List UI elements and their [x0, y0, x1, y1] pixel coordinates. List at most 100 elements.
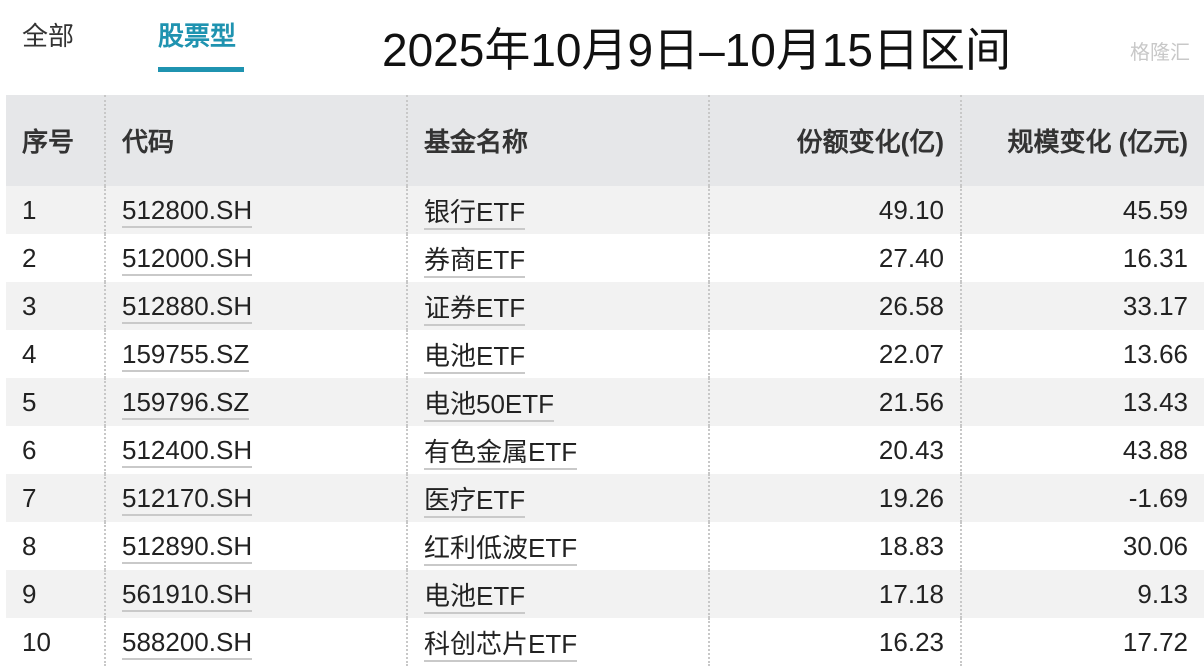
fund-code-link[interactable]: 512890.SH [122, 530, 253, 564]
tab-stock-type[interactable]: 股票型 [158, 21, 237, 51]
fund-name-link[interactable]: 电池50ETF [424, 388, 555, 422]
fund-code-link-cell: 512890.SH [104, 522, 407, 570]
share-change: 18.83 [878, 530, 944, 561]
header-scale-change: 规模变化 (亿元) [960, 95, 1204, 186]
fund-name-link-cell: 证券ETF [406, 282, 709, 330]
fund-name-link[interactable]: 电池ETF [424, 340, 526, 374]
fund-code-link[interactable]: 512000.SH [122, 242, 253, 276]
row-index: 8 [22, 530, 37, 561]
fund-code-link[interactable]: 561910.SH [122, 578, 253, 612]
fund-name-link[interactable]: 券商ETF [424, 244, 526, 278]
scale-change-cell: 17.72 [960, 618, 1204, 666]
share-change: 16.23 [878, 626, 944, 657]
scale-change-cell: -1.69 [960, 474, 1204, 522]
fund-name-link-cell: 电池ETF [406, 570, 709, 618]
fund-code-link[interactable]: 159796.SZ [122, 386, 250, 420]
fund-name-link[interactable]: 科创芯片ETF [424, 628, 578, 662]
scale-change-cell: 30.06 [960, 522, 1204, 570]
watermark-logo: 格隆汇 [1130, 42, 1190, 64]
fund-name-link-cell: 银行ETF [406, 186, 709, 234]
row-index-cell: 6 [6, 426, 105, 474]
table-row: 4 159755.SZ 电池ETF 22.07 13.66 [6, 330, 1204, 378]
header-code: 代码 [104, 95, 407, 186]
row-index: 1 [22, 194, 37, 225]
fund-code-link-cell: 512880.SH [104, 282, 407, 330]
row-index-cell: 2 [6, 234, 105, 282]
fund-code-link[interactable]: 512170.SH [122, 482, 253, 516]
fund-code-link-cell: 159755.SZ [104, 330, 407, 378]
share-change-cell: 22.07 [708, 330, 961, 378]
fund-code-link-cell: 561910.SH [104, 570, 407, 618]
table-row: 5 159796.SZ 电池50ETF 21.56 13.43 [6, 378, 1204, 426]
table-row: 2 512000.SH 券商ETF 27.40 16.31 [6, 234, 1204, 282]
row-index: 2 [22, 242, 37, 273]
share-change: 20.43 [878, 434, 944, 465]
share-change-cell: 21.56 [708, 378, 961, 426]
fund-code-link-cell: 512800.SH [104, 186, 407, 234]
row-index-cell: 10 [6, 618, 105, 666]
share-change-cell: 49.10 [708, 186, 961, 234]
scale-change: 17.72 [1122, 626, 1188, 657]
fund-code-link-cell: 588200.SH [104, 618, 407, 666]
table-row: 9 561910.SH 电池ETF 17.18 9.13 [6, 570, 1204, 618]
fund-name-link[interactable]: 证券ETF [424, 292, 526, 326]
share-change-cell: 17.18 [708, 570, 961, 618]
fund-name-link-cell: 电池50ETF [406, 378, 709, 426]
table-body: 1 512800.SH 银行ETF 49.10 45.59 2 512000.SH 券商ETF… [6, 186, 1204, 666]
share-change-cell: 16.23 [708, 618, 961, 666]
header-fund-name: 基金名称 [406, 95, 709, 186]
share-change-cell: 19.26 [708, 474, 961, 522]
row-index: 9 [22, 578, 37, 609]
share-change: 26.58 [878, 290, 944, 321]
page-title: 2025年10月9日–10月15日区间 [382, 24, 1011, 76]
row-index-cell: 5 [6, 378, 105, 426]
fund-code-link-cell: 512400.SH [104, 426, 407, 474]
table-row: 7 512170.SH 医疗ETF 19.26 -1.69 [6, 474, 1204, 522]
tab-all[interactable]: 全部 [22, 21, 75, 51]
row-index: 10 [22, 626, 51, 657]
fund-name-link-cell: 科创芯片ETF [406, 618, 709, 666]
header-index: 序号 [6, 95, 105, 186]
fund-name-link-cell: 红利低波ETF [406, 522, 709, 570]
scale-change: -1.69 [1128, 482, 1188, 513]
fund-code-link-cell: 159796.SZ [104, 378, 407, 426]
fund-name-link-cell: 医疗ETF [406, 474, 709, 522]
fund-code-link[interactable]: 159755.SZ [122, 338, 250, 372]
fund-code-link[interactable]: 512400.SH [122, 434, 253, 468]
share-change-cell: 26.58 [708, 282, 961, 330]
share-change-cell: 20.43 [708, 426, 961, 474]
fund-code-link-cell: 512000.SH [104, 234, 407, 282]
fund-code-link[interactable]: 512800.SH [122, 194, 253, 228]
fund-name-link[interactable]: 医疗ETF [424, 484, 526, 518]
share-change: 19.26 [878, 482, 944, 513]
share-change: 27.40 [878, 242, 944, 273]
fund-name-link[interactable]: 银行ETF [424, 196, 526, 230]
scale-change-cell: 16.31 [960, 234, 1204, 282]
table-row: 8 512890.SH 红利低波ETF 18.83 30.06 [6, 522, 1204, 570]
scale-change: 9.13 [1137, 578, 1188, 609]
fund-name-link[interactable]: 红利低波ETF [424, 532, 578, 566]
scale-change-cell: 13.43 [960, 378, 1204, 426]
scale-change: 43.88 [1122, 434, 1188, 465]
share-change: 21.56 [878, 386, 944, 417]
fund-name-link[interactable]: 有色金属ETF [424, 436, 578, 470]
fund-code-link[interactable]: 512880.SH [122, 290, 253, 324]
fund-code-link[interactable]: 588200.SH [122, 626, 253, 660]
share-change-cell: 18.83 [708, 522, 961, 570]
fund-name-link[interactable]: 电池ETF [424, 580, 526, 614]
table-row: 10 588200.SH 科创芯片ETF 16.23 17.72 [6, 618, 1204, 666]
scale-change: 16.31 [1122, 242, 1188, 273]
row-index: 7 [22, 482, 37, 513]
row-index-cell: 3 [6, 282, 105, 330]
share-change: 22.07 [878, 338, 944, 369]
row-index: 6 [22, 434, 37, 465]
row-index-cell: 7 [6, 474, 105, 522]
scale-change: 33.17 [1122, 290, 1188, 321]
scale-change-cell: 45.59 [960, 186, 1204, 234]
row-index-cell: 1 [6, 186, 105, 234]
fund-code-link-cell: 512170.SH [104, 474, 407, 522]
scale-change: 30.06 [1122, 530, 1188, 561]
etf-table: 序号 代码 基金名称 份额变化(亿) 规模变化 (亿元) 1 512800.SH 银… [6, 95, 1204, 666]
scale-change: 13.43 [1122, 386, 1188, 417]
row-index-cell: 8 [6, 522, 105, 570]
